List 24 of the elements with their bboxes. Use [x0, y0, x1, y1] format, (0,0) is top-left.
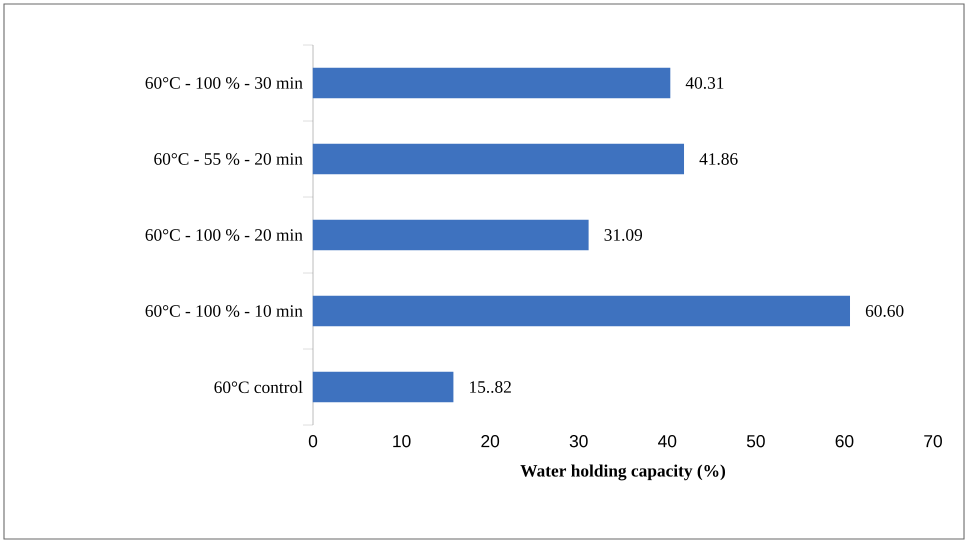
x-tick-label: 70	[924, 435, 942, 448]
bar	[312, 372, 454, 402]
bar	[312, 144, 684, 174]
x-tick-label: 30	[570, 435, 588, 448]
x-tick-label: 0	[308, 435, 318, 448]
data-label: 40.31	[686, 77, 724, 89]
y-tick-label: 60°C control	[214, 380, 303, 394]
bar	[312, 296, 850, 326]
data-label: 15..82	[470, 381, 511, 393]
data-label: 41.86	[699, 153, 738, 165]
y-tick-label: 60°C - 100 % - 30 min	[146, 77, 303, 89]
y-tick-label: 60°C - 100 % - 10 min	[146, 305, 303, 317]
data-label: 60.60	[866, 305, 904, 317]
x-tick-label: 20	[481, 435, 500, 448]
x-axis-title: Water holding capacity (%)	[520, 464, 726, 480]
x-tick-label: 10	[393, 435, 411, 448]
y-tick-label: 60°C - 55 % - 20 min	[154, 153, 303, 165]
y-tick-label: 60°C - 100 % - 20 min	[146, 229, 303, 241]
x-tick-label: 60	[836, 435, 854, 448]
x-tick-label: 40	[658, 435, 676, 448]
data-label: 31.09	[604, 229, 642, 241]
bar	[312, 68, 670, 98]
bar	[312, 220, 589, 250]
x-tick-label: 50	[746, 435, 765, 448]
